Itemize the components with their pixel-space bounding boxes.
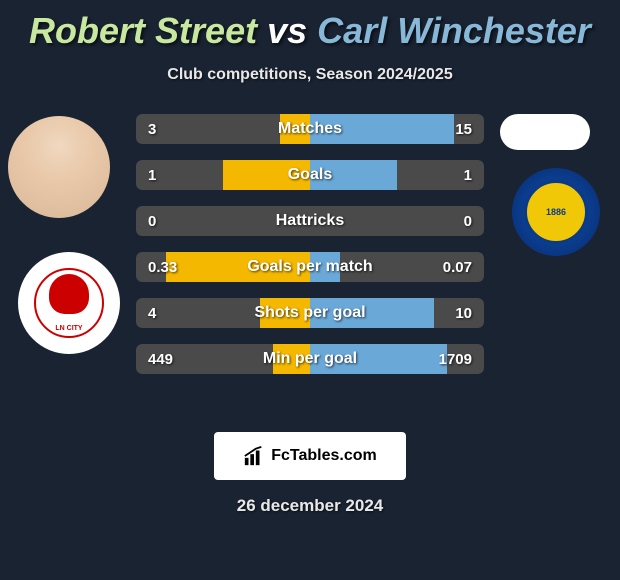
player2-avatar [500,114,590,150]
comparison-title: Robert Street vs Carl Winchester [0,0,620,52]
footer-date: 26 december 2024 [0,496,620,516]
stat-row: Min per goal4491709 [136,344,484,374]
player1-club-badge: LN CITY [18,252,120,354]
club2-text: 1886 [524,180,588,244]
player1-avatar [8,116,110,218]
stat-row: Goals11 [136,160,484,190]
stat-bars: Matches315 Goals11 Hattricks00 Goals per ma… [136,114,484,390]
chart-icon [243,445,265,467]
stat-row: Shots per goal410 [136,298,484,328]
player1-name: Robert Street [29,10,257,51]
site-badge: FcTables.com [214,432,406,480]
stat-row: Matches315 [136,114,484,144]
vs-text: vs [267,10,307,51]
comparison-content: LN CITY 1886 Matches315 Goals11 Hattricks0… [0,114,620,414]
subtitle: Club competitions, Season 2024/2025 [0,66,620,84]
stat-row: Hattricks00 [136,206,484,236]
player2-club-badge: 1886 [512,168,600,256]
player2-name: Carl Winchester [317,10,591,51]
club1-text: LN CITY [55,325,82,332]
site-name: FcTables.com [271,447,377,465]
stat-row: Goals per match0.330.07 [136,252,484,282]
